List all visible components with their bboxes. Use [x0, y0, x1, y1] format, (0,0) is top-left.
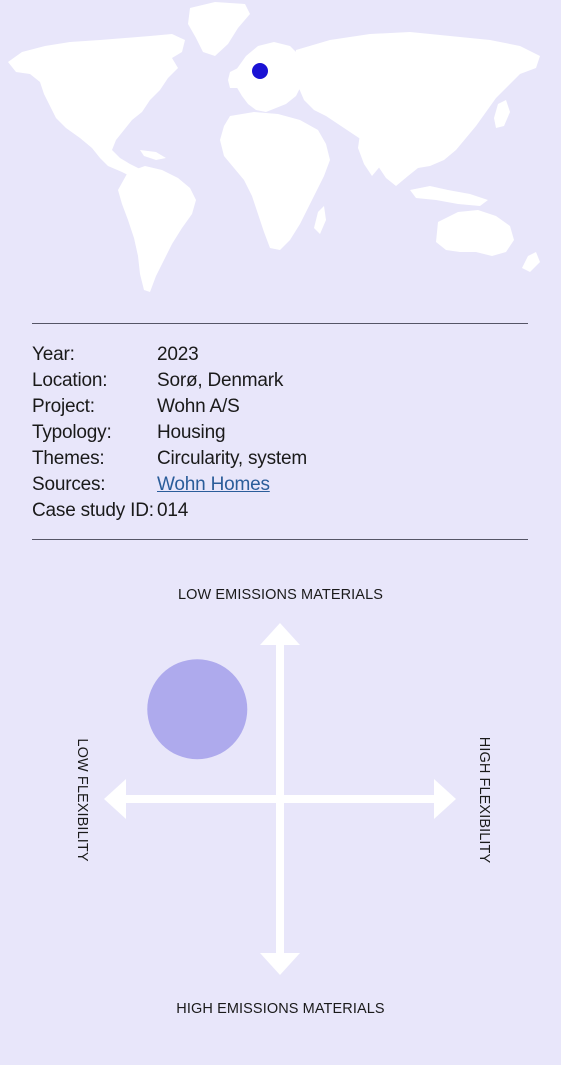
source-link-wohn-homes[interactable]: Wohn Homes [157, 474, 270, 495]
detail-row-typology: Typology: Housing [32, 420, 528, 446]
indonesia-shape [410, 186, 488, 206]
south-america-shape [118, 166, 196, 292]
detail-label: Typology: [32, 422, 112, 443]
detail-value: Wohn A/S [157, 396, 240, 417]
detail-value: 014 [157, 500, 189, 521]
japan-shape [494, 100, 510, 128]
axis-label-top: LOW EMISSIONS MATERIALS [177, 587, 384, 603]
india-shape [358, 134, 388, 176]
divider-bottom [32, 539, 528, 540]
greenland-shape [188, 2, 250, 56]
north-america-shape [8, 34, 185, 178]
new-zealand-shape [522, 252, 540, 272]
detail-row-case-id: Case study ID: 014 [32, 498, 528, 524]
arrow-up-icon [260, 623, 300, 645]
detail-label: Location: [32, 370, 108, 391]
detail-row-location: Location: Sorø, Denmark [32, 368, 528, 394]
data-point [147, 659, 248, 760]
detail-row-sources: Sources: Wohn Homes [32, 472, 528, 498]
location-dot-icon [252, 63, 268, 79]
detail-row-themes: Themes: Circularity, system [32, 446, 528, 472]
detail-value: Housing [157, 422, 226, 443]
detail-label: Sources: [32, 474, 106, 495]
detail-row-year: Year: 2023 [32, 342, 528, 368]
caribbean-shape [140, 150, 166, 160]
world-map-svg [8, 2, 540, 292]
world-map [0, 0, 561, 300]
arrow-left-icon [104, 779, 126, 819]
arrow-down-icon [260, 953, 300, 975]
africa-shape [220, 112, 330, 250]
australia-shape [436, 210, 514, 256]
quadrant-plot-svg [104, 623, 456, 975]
detail-label: Project: [32, 396, 95, 417]
asia-shape [294, 32, 540, 186]
detail-label: Year: [32, 344, 75, 365]
detail-label: Case study ID: [32, 500, 154, 521]
madagascar-shape [314, 206, 326, 234]
detail-value: Sorø, Denmark [157, 370, 284, 391]
detail-value: 2023 [157, 344, 199, 365]
quadrant-points [147, 659, 248, 760]
uk-shape [228, 68, 242, 88]
divider-top [32, 323, 528, 324]
detail-value: Wohn Homes [157, 472, 528, 498]
axis-label-bottom: HIGH EMISSIONS MATERIALS [176, 1001, 385, 1017]
quadrant-chart: LOW EMISSIONS MATERIALS HIGH EMISSIONS M… [0, 560, 561, 1040]
quadrant-axes [104, 623, 456, 975]
continents [8, 2, 540, 292]
detail-row-project: Project: Wohn A/S [32, 394, 528, 420]
detail-label: Themes: [32, 448, 105, 469]
europe-shape [236, 42, 306, 112]
arrow-right-icon [434, 779, 456, 819]
case-study-details: Year: 2023 Location: Sorø, Denmark Proje… [32, 342, 528, 524]
detail-value: Circularity, system [157, 448, 307, 469]
